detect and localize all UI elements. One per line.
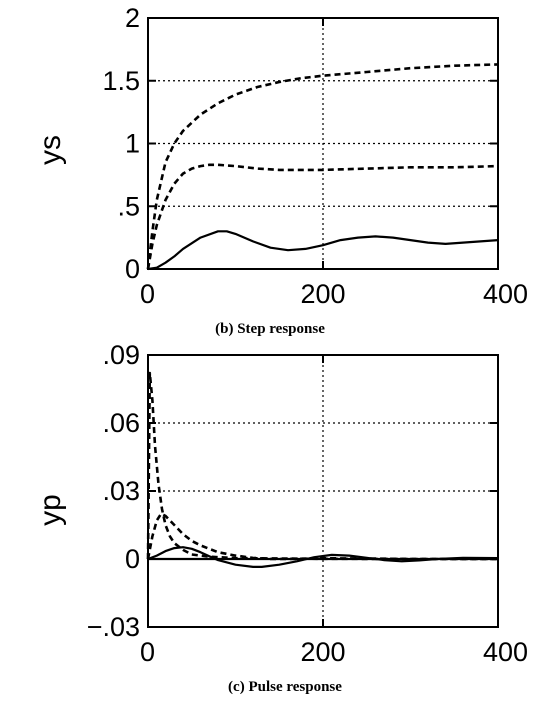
pulse-caption: (c) Pulse response [228, 679, 342, 695]
pulse-y-tick-label-3: .06 [102, 408, 140, 438]
pulse-series-line-2 [147, 546, 499, 568]
pulse-tick-marks [147, 354, 499, 628]
step-series-line-2 [147, 230, 499, 271]
step-x-tick-labels: 0 200 400 [140, 279, 528, 309]
step-y-tick-label-2: 1 [125, 129, 140, 159]
step-x-tick-label-0: 0 [140, 279, 155, 309]
pulse-x-tick-label-1: 200 [300, 637, 345, 667]
pulse-y-axis-label: yp [34, 494, 67, 526]
step-caption: (b) Step response [215, 321, 325, 337]
step-series-line-1 [146, 163, 499, 270]
pulse-x-tick-label-2: 400 [483, 637, 528, 667]
step-y-tick-label-3: 1.5 [102, 66, 140, 96]
pulse-y-tick-label-2: .03 [102, 476, 140, 506]
step-y-tick-label-4: 2 [125, 3, 140, 33]
pulse-response-panel: 0 200 400 −.030.03.06.09 yp (c) Pulse resp… [34, 340, 528, 695]
step-tick-marks [147, 17, 499, 270]
pulse-series [146, 371, 499, 568]
step-x-tick-label-2: 400 [483, 279, 528, 309]
step-response-panel: 0 200 400 0 .5 1 1.5 2 ys (b) Step response [34, 3, 528, 337]
pulse-x-tick-label-0: 0 [140, 637, 155, 667]
pulse-y-tick-label-0: −.03 [87, 612, 140, 642]
pulse-gridlines [148, 355, 498, 627]
step-y-tick-label-0: 0 [125, 254, 140, 284]
step-gridlines [148, 18, 498, 269]
step-y-axis-label: ys [34, 135, 67, 165]
pulse-x-tick-labels: 0 200 400 [140, 637, 528, 667]
step-series [146, 63, 499, 271]
step-y-tick-label-1: .5 [117, 191, 140, 221]
step-x-tick-label-1: 200 [300, 279, 345, 309]
step-y-tick-labels: 0 .5 1 1.5 2 [102, 3, 140, 284]
pulse-y-tick-labels: −.03 0 .03 .06 .09 [87, 340, 140, 642]
pulse-y-tick-label-1: 0 [125, 544, 140, 574]
pulse-y-tick-label-4: .09 [102, 340, 140, 370]
step-series-line-0 [146, 63, 499, 270]
